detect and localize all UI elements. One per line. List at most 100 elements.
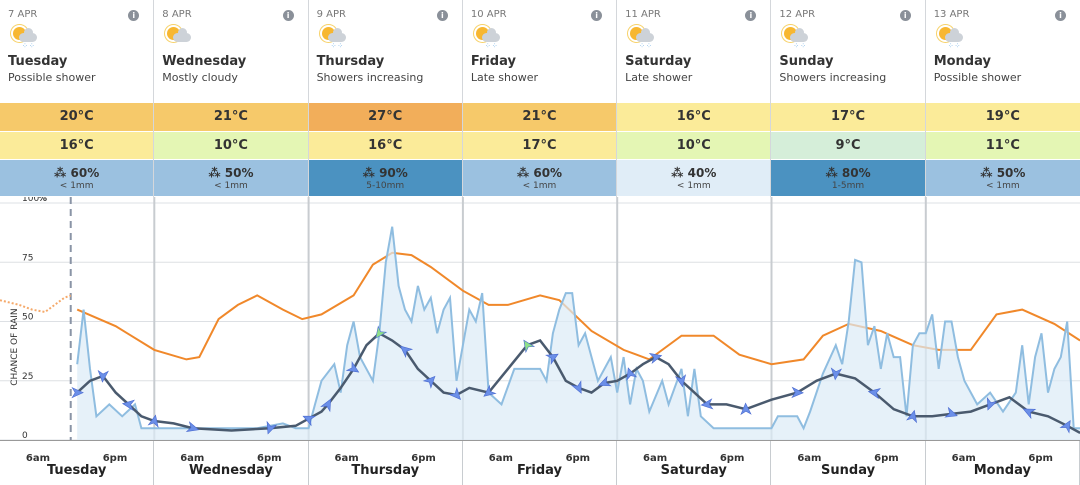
- rain-chance-cell: ⁂ 40% < 1mm: [617, 160, 771, 197]
- wind-arrow: [1059, 419, 1071, 434]
- rain-chance-cell: ⁂ 60% < 1mm: [0, 160, 154, 197]
- day-header: 12 APR i ⁘⁘ Sunday Showers increasing: [771, 0, 924, 103]
- wind-arrow: [626, 367, 638, 381]
- tick-6am: 6am: [951, 453, 976, 464]
- rain-chance-cell: ⁂ 80% 1-5mm: [771, 160, 925, 197]
- day-name: Sunday: [779, 54, 834, 69]
- wind-arrow: [375, 325, 388, 339]
- daily-forecast: 7 APR i ⁘⁘ Tuesday Possible shower 20°C …: [0, 0, 1080, 197]
- rain-chance: 60%: [533, 165, 563, 180]
- info-icon[interactable]: i: [128, 10, 140, 21]
- day-description: Showers increasing: [779, 71, 887, 84]
- day-date: 12 APR: [779, 9, 816, 20]
- min-temp: 11°C: [925, 131, 1080, 160]
- day-description: Late shower: [625, 71, 693, 84]
- temperature-history-line: [0, 294, 72, 314]
- rain-chance: 90%: [379, 165, 408, 180]
- info-icon[interactable]: i: [436, 10, 448, 21]
- temperature-line: [76, 251, 1080, 366]
- wind-arrow: [185, 421, 200, 433]
- time-axis-day: 6am 6pm Friday: [463, 441, 618, 485]
- day-column-wednesday[interactable]: 8 APR i Wednesday Mostly cloudy 21°C 10°…: [154, 0, 309, 197]
- day-date: 13 APR: [933, 9, 970, 20]
- day-column-friday[interactable]: 10 APR i ⁘⁘ Friday Late shower 21°C 17°C…: [462, 0, 618, 197]
- time-axis-day: 6am 6pm Thursday: [309, 441, 463, 485]
- wind-arrow: [867, 388, 882, 400]
- wind-arrow: [906, 409, 918, 424]
- raindrops-icon: ⁂: [671, 165, 688, 180]
- wind-arrow: [121, 399, 136, 411]
- info-icon[interactable]: i: [591, 10, 603, 21]
- time-axis-day: 6am 6pm Wednesday: [154, 441, 309, 485]
- min-temp: 16°C: [0, 131, 154, 160]
- raindrops-icon: ⁂: [362, 165, 380, 180]
- day-label: Wednesday: [188, 463, 273, 478]
- rain-amount: 5-10mm: [366, 180, 405, 191]
- y-axis-label: CHANCE OF RAIN: [10, 308, 20, 385]
- wind-arrow: [399, 345, 414, 358]
- wind-arrow: [571, 380, 582, 394]
- raindrops-icon: ⁂: [54, 165, 71, 180]
- max-temp: 17°C: [771, 103, 925, 132]
- wind-arrow: [266, 420, 278, 435]
- y-unit: %: [38, 197, 47, 204]
- day-column-monday[interactable]: 13 APR i ⁘⁘ Monday Possible shower 19°C …: [925, 0, 1080, 197]
- raindrops-icon: ⁂: [980, 165, 997, 180]
- max-temp: 21°C: [462, 103, 617, 132]
- day-column-tuesday[interactable]: 7 APR i ⁘⁘ Tuesday Possible shower 20°C …: [0, 0, 155, 197]
- time-axis: 6am 6pm Tuesday 6am 6pm Wednesday 6am 6pm …: [0, 440, 1080, 485]
- tick-6pm: 6pm: [719, 453, 745, 464]
- info-icon[interactable]: i: [1054, 10, 1066, 21]
- day-label: Tuesday: [46, 463, 107, 478]
- sun-cloud-rain-icon: ⁘⁘: [936, 24, 964, 50]
- day-description: Possible shower: [8, 71, 96, 84]
- day-column-thursday[interactable]: 9 APR i ⁘⁘ Thursday Showers increasing 2…: [308, 0, 463, 197]
- rain-amount: 1-5mm: [831, 180, 865, 191]
- min-temp: 16°C: [308, 131, 462, 160]
- wind-arrow: [648, 352, 663, 364]
- min-temp: 10°C: [154, 131, 308, 160]
- day-date: 8 APR: [162, 9, 192, 20]
- wind-arrow: [97, 369, 109, 383]
- day-column-saturday[interactable]: 11 APR i ⁘⁘ Saturday Late shower 16°C 10…: [617, 0, 772, 197]
- y-tick-label: 75: [22, 253, 33, 263]
- info-icon[interactable]: i: [745, 10, 757, 21]
- wind-arrow: [791, 386, 804, 399]
- info-icon[interactable]: i: [899, 10, 911, 21]
- wind-arrow: [483, 384, 497, 397]
- day-date: 7 APR: [8, 9, 38, 20]
- day-column-sunday[interactable]: 12 APR i ⁘⁘ Sunday Showers increasing 17…: [771, 0, 926, 197]
- day-name: Saturday: [625, 54, 692, 69]
- rain-amount: < 1mm: [59, 180, 94, 191]
- rain-chance-line: [76, 226, 1080, 431]
- sun-cloud-rain-icon: ⁘⁘: [319, 24, 347, 50]
- time-axis-day: 6am 6pm Tuesday: [0, 441, 155, 485]
- wind-arrow: [523, 339, 536, 354]
- time-axis-day: 6am 6pm Monday: [926, 441, 1080, 485]
- rain-area: [77, 226, 1080, 440]
- day-header: 8 APR i Wednesday Mostly cloudy: [154, 0, 307, 103]
- day-label: Sunday: [821, 463, 876, 478]
- day-date: 9 APR: [316, 9, 346, 20]
- day-label: Thursday: [351, 463, 420, 478]
- wind-arrow: [302, 415, 317, 427]
- tick-6pm: 6pm: [1028, 453, 1053, 464]
- rain-chance: 40%: [687, 165, 717, 180]
- wind-arrow: [147, 414, 159, 428]
- rain-amount: < 1mm: [676, 180, 711, 191]
- rain-amount: < 1mm: [522, 180, 557, 191]
- raindrops-icon: ⁂: [825, 165, 842, 180]
- info-icon[interactable]: i: [282, 10, 294, 21]
- rain-chance-cell: ⁂ 50% < 1mm: [925, 160, 1080, 197]
- rain-chance-cell: ⁂ 60% < 1mm: [462, 160, 617, 197]
- rain-amount: < 1mm: [985, 180, 1020, 191]
- wind-arrow: [986, 396, 998, 411]
- max-temp: 20°C: [0, 103, 154, 132]
- y-tick-label: 100: [22, 197, 39, 204]
- y-tick-label: 50: [22, 313, 34, 323]
- min-temp: 17°C: [462, 131, 617, 160]
- sun-cloud-rain-icon: ⁘⁘: [627, 24, 655, 50]
- rain-amount: < 1mm: [214, 180, 248, 191]
- day-date: 11 APR: [625, 9, 661, 20]
- rain-chance: 50%: [224, 165, 254, 180]
